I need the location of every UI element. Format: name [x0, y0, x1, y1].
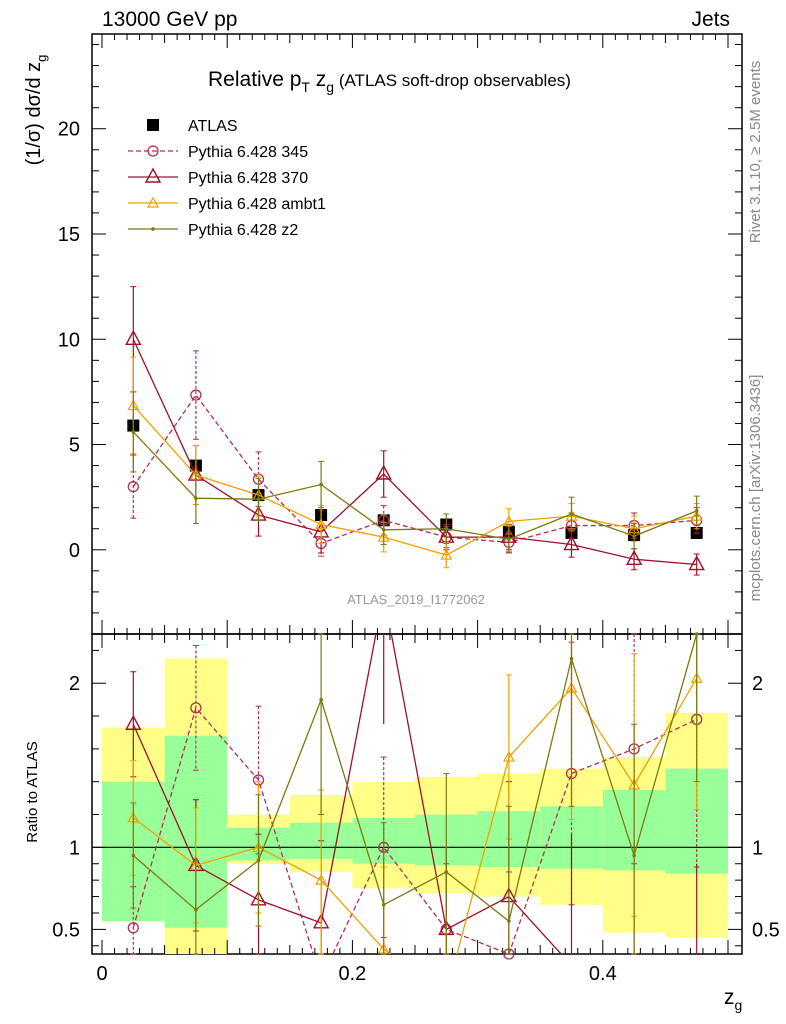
legend-label: ATLAS [188, 118, 238, 135]
main-series-2-point [375, 464, 392, 480]
legend-marker [144, 167, 162, 183]
ratio-series-3-point [256, 858, 261, 863]
main-series-4-point [194, 496, 198, 501]
main-series-4-point [319, 482, 323, 487]
ratio-series-0-point [127, 922, 139, 934]
main-series-2-point [625, 549, 643, 565]
main-series-4-point [444, 526, 449, 531]
ratio-ytick-label-right: 2 [752, 673, 763, 695]
main-series-3-point [502, 515, 515, 526]
ratio-series-2-point [315, 873, 328, 885]
legend-label: Pythia 6.428 ambt1 [188, 196, 326, 213]
xlabel: zg [724, 986, 742, 1013]
axes: 0 5 10 15 20 0 0.2 0.4 0.5 0.5 1 1 2 2 [52, 34, 780, 985]
main-ytick-label: 10 [58, 329, 80, 351]
legend-label: Pythia 6.428 345 [188, 144, 308, 161]
main-series-4-point [507, 537, 511, 542]
main-series-4-point [569, 512, 574, 516]
legend-marker [147, 119, 159, 131]
main-series-1-point [190, 389, 202, 401]
main-series [125, 286, 705, 576]
xtick-label: 0 [96, 963, 107, 985]
ratio-series-3-line [132, 634, 698, 923]
ratio-ytick-label: 2 [69, 673, 80, 695]
ratio-series-3-point [694, 632, 699, 636]
ratio-ylabel: Ratio to ATLAS [24, 741, 41, 842]
ratio-series-2-point [502, 750, 515, 762]
ratio-series [125, 632, 703, 960]
main-series-3-point [315, 518, 328, 530]
main-series-2-point [563, 535, 580, 551]
main-series-4-point [632, 534, 636, 538]
rivet-version: Rivet 3.1.10, ≥ 2.5M events [747, 61, 764, 244]
main-ytick-label: 5 [69, 435, 80, 457]
ratio-frame [91, 633, 743, 955]
main-series-2-line [132, 338, 697, 566]
legend-marker [147, 145, 159, 157]
main-ytick-label: 20 [58, 119, 80, 141]
main-series-4-point [381, 527, 386, 532]
main-series-4-point [694, 509, 699, 513]
main-series-1-point [127, 480, 139, 493]
main-series-3-line [132, 405, 697, 556]
ratio-series-3-point [319, 697, 323, 702]
xtick-label: 0.4 [589, 963, 617, 985]
ratio-series-3-point [569, 656, 574, 661]
main-series-4-point [256, 497, 261, 502]
ratio-series-1-line [132, 634, 562, 954]
legend-marker [151, 227, 155, 231]
ratio-series-3-point [194, 907, 198, 912]
ratio-series-3-point [632, 853, 636, 858]
main-series-3-point [440, 548, 453, 560]
ratio-series-2-line [132, 677, 698, 954]
legend-label: Pythia 6.428 z2 [188, 222, 298, 239]
ratio-series-3-point [381, 902, 386, 907]
ratio-ytick-label: 0.5 [52, 919, 80, 941]
ratio-ytick-label: 1 [69, 837, 80, 859]
header-right: Jets [691, 8, 730, 31]
mcplots-credit: mcplots.cern.ch [arXiv:1306.3436] [747, 375, 764, 602]
ratio-ytick-label-right: 0.5 [752, 919, 780, 941]
analysis-watermark: ATLAS_2019_I1772062 [347, 592, 485, 607]
main-series-4-point [131, 430, 136, 434]
header-left: 13000 GeV pp [102, 8, 238, 31]
ratio-series-3-point [507, 919, 511, 923]
legend: ATLAS Pythia 6.428 345 Pythia 6.428 370 Pyt… [128, 118, 326, 239]
ratio-series-0-point [190, 702, 202, 714]
plot-title: Relative pT zg (ATLAS soft-drop observab… [208, 68, 571, 95]
main-series-2-point [125, 329, 142, 345]
ratio-series-3-point [131, 853, 136, 858]
ratio-series-3-point [444, 870, 449, 874]
main-ytick-label: 0 [69, 540, 80, 562]
legend-marker [146, 196, 160, 208]
main-ylabel: (1/σ) dσ/d zg [23, 55, 49, 166]
main-series-4-line [132, 431, 697, 540]
legend-label: Pythia 6.428 370 [188, 170, 308, 187]
xtick-label: 0.2 [338, 963, 366, 985]
main-series-1-line [132, 393, 697, 545]
main-ytick-label: 15 [58, 224, 80, 246]
ratio-series-1-point [125, 714, 142, 730]
main-series-2-point [688, 555, 705, 571]
ratio-ytick-label-right: 1 [752, 837, 763, 859]
